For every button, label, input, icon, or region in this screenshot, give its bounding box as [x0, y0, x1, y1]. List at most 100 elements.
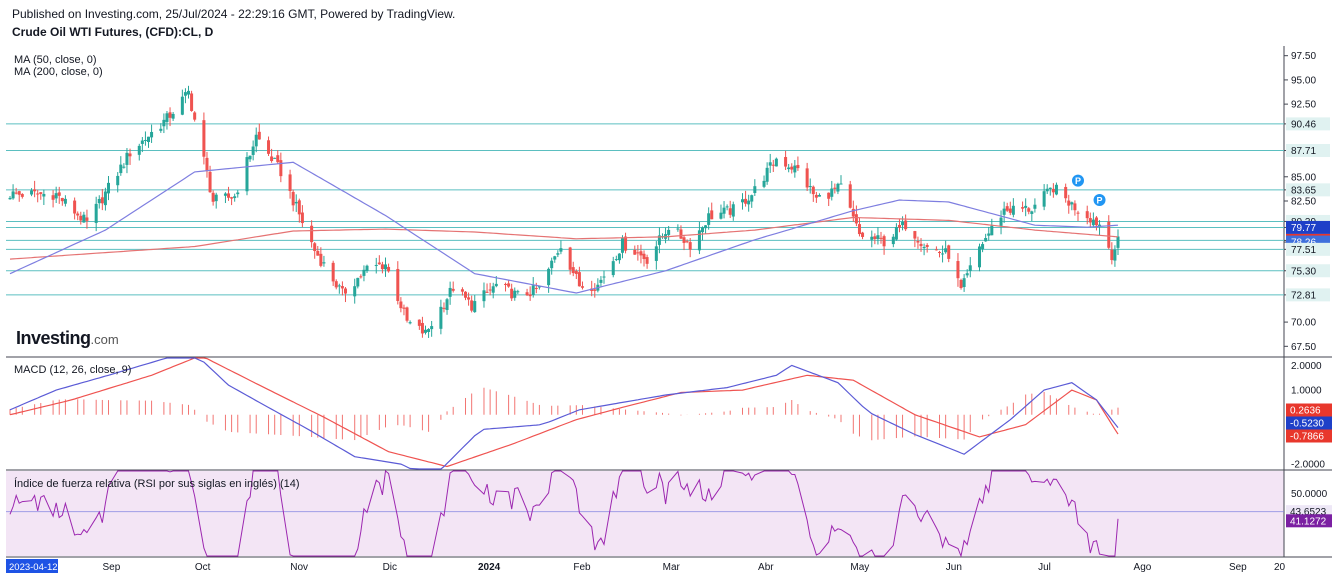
candle-body: [861, 232, 865, 237]
x-tick-label: Sep: [1229, 562, 1247, 573]
candle-body: [14, 192, 18, 194]
price-badge: [1286, 220, 1330, 234]
candle-body: [464, 291, 468, 298]
candle-body: [1030, 211, 1034, 214]
candle-body: [205, 157, 209, 172]
candle-body: [1098, 224, 1102, 227]
rsi-legend: Índice de fuerza relativa (RSI por sus s…: [14, 478, 300, 490]
candle-body: [51, 195, 55, 200]
candle-body: [168, 112, 172, 118]
candle-body: [836, 183, 840, 192]
candle-body: [697, 230, 701, 251]
candle-body: [245, 157, 249, 192]
candle-body: [830, 188, 834, 197]
candle-body: [291, 191, 295, 206]
candle-body: [460, 289, 464, 292]
x-tick-label: May: [850, 562, 869, 573]
candle-body: [383, 264, 387, 270]
candle-body: [839, 183, 843, 185]
x-tick-label: Ago: [1134, 562, 1152, 573]
candle-body: [580, 286, 584, 288]
macd-value-label: 0.2636: [1290, 406, 1321, 417]
candle-body: [20, 194, 24, 197]
candle-body: [941, 253, 945, 255]
candle-body: [516, 291, 520, 293]
candle-body: [510, 288, 514, 299]
candle-body: [60, 197, 64, 202]
candle-body: [270, 156, 274, 162]
candle-body: [667, 229, 671, 235]
candle-body: [494, 283, 498, 287]
candle-body: [507, 283, 511, 287]
rsi-value-label: 41.1272: [1290, 516, 1327, 527]
candle-body: [100, 197, 104, 204]
candle-body: [956, 261, 960, 279]
candle-body: [657, 235, 661, 245]
candle-body: [913, 231, 917, 239]
candle-body: [97, 198, 101, 204]
candle-body: [1110, 249, 1114, 261]
candle-body: [143, 139, 147, 141]
candle-body: [94, 203, 98, 223]
level-badge: [1286, 144, 1330, 158]
candle-body: [356, 277, 360, 287]
candle-body: [316, 250, 320, 256]
chart-title: Crude Oil WTI Futures, (CFD):CL, D: [12, 25, 214, 39]
y-tick-label: 83.65: [1291, 185, 1316, 196]
rsi-reference-label: 43.6523: [1290, 507, 1327, 518]
candle-body: [482, 290, 486, 302]
candle-body: [202, 120, 206, 157]
candle-body: [340, 286, 344, 289]
candle-body: [276, 155, 280, 163]
y-tick-label: 77.51: [1291, 245, 1316, 256]
candle-body: [42, 193, 46, 197]
candle-body: [162, 119, 166, 127]
candle-body: [208, 171, 212, 193]
candle-body: [420, 322, 424, 334]
candle-body: [962, 278, 966, 287]
candle-body: [614, 259, 618, 261]
candle-body: [491, 286, 495, 293]
candle-body: [11, 191, 15, 199]
candle-body: [882, 236, 886, 247]
candle-body: [599, 279, 603, 283]
candle-body: [82, 214, 86, 223]
level-badge: [1286, 288, 1330, 302]
candle-body: [442, 307, 446, 309]
macd-value-badge: [1286, 429, 1332, 443]
candle-body: [1064, 186, 1068, 199]
candle-body: [593, 289, 597, 291]
x-tick-label: 2023-04-12: [9, 562, 58, 573]
candle-body: [894, 227, 898, 240]
candle-body: [984, 238, 988, 242]
macd-value-badge: [1286, 403, 1332, 417]
candle-body: [467, 297, 471, 300]
candle-body: [36, 193, 40, 195]
candle-body: [439, 306, 443, 329]
y-tick-label: 90.46: [1291, 119, 1316, 130]
candle-body: [423, 329, 428, 333]
candle-body: [73, 200, 77, 214]
candle-body: [768, 162, 772, 166]
candle-body: [417, 319, 421, 326]
candle-body: [140, 140, 144, 144]
candle-body: [402, 307, 406, 309]
candle-body: [76, 213, 80, 216]
candle-body: [150, 131, 154, 138]
candle-body: [753, 186, 757, 194]
price-badge-label: 79.77: [1291, 223, 1316, 234]
p-marker[interactable]: [1071, 174, 1084, 187]
candle-body: [965, 273, 969, 276]
candle-body: [879, 237, 883, 239]
candle-body: [279, 160, 283, 177]
candle-body: [405, 307, 409, 321]
candle-body: [528, 294, 532, 297]
p-marker[interactable]: [1093, 194, 1106, 207]
candle-body: [137, 145, 141, 155]
candle-body: [1027, 208, 1031, 212]
candle-body: [448, 287, 452, 297]
candle-body: [676, 228, 680, 230]
candle-body: [1088, 218, 1092, 223]
